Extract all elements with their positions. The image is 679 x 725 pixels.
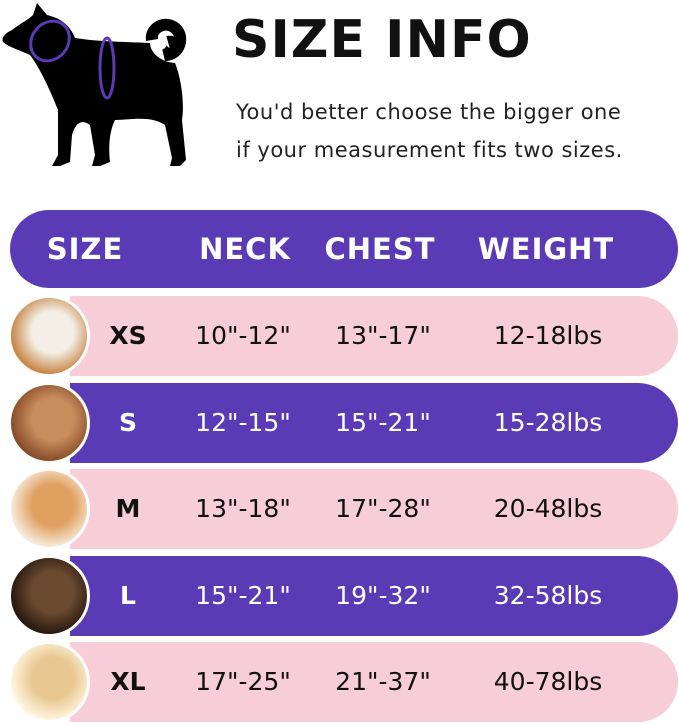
labrador-photo xyxy=(8,641,90,723)
header-weight: WEIGHT xyxy=(477,232,615,266)
dog-measurement-icon xyxy=(2,3,187,166)
chest-cell: 17"-28" xyxy=(335,494,431,523)
pomeranian-photo xyxy=(8,295,90,377)
row-background: L 15"-21" 19"-32" 32-58lbs xyxy=(70,556,678,636)
neck-cell: 13"-18" xyxy=(195,494,291,523)
shiba-photo xyxy=(8,468,90,550)
header-chest: CHEST xyxy=(324,232,436,266)
poodle-photo xyxy=(8,382,90,464)
size-cell: XL xyxy=(110,667,146,696)
neck-cell: 17"-25" xyxy=(195,667,291,696)
subtitle-line-2: if your measurement fits two sizes. xyxy=(236,138,623,162)
chest-cell: 13"-17" xyxy=(335,321,431,350)
size-cell: S xyxy=(118,408,138,437)
row-background: XS 10"-12" 13"-17" 12-18lbs xyxy=(70,296,678,376)
page-title: SIZE INFO xyxy=(232,10,532,70)
chest-cell: 19"-32" xyxy=(335,581,431,610)
weight-cell: 12-18lbs xyxy=(493,321,603,350)
french-bulldog-photo xyxy=(8,555,90,637)
size-cell: L xyxy=(120,581,136,610)
neck-cell: 10"-12" xyxy=(195,321,291,350)
size-cell: M xyxy=(115,494,141,523)
row-background: XL 17"-25" 21"-37" 40-78lbs xyxy=(70,642,678,722)
chest-cell: 21"-37" xyxy=(335,667,431,696)
weight-cell: 32-58lbs xyxy=(493,581,603,610)
table-row: S 12"-15" 15"-21" 15-28lbs xyxy=(0,382,679,464)
table-row: M 13"-18" 17"-28" 20-48lbs xyxy=(0,468,679,550)
table-row: L 15"-21" 19"-32" 32-58lbs xyxy=(0,555,679,637)
weight-cell: 15-28lbs xyxy=(493,408,603,437)
neck-cell: 12"-15" xyxy=(195,408,291,437)
header-neck: NECK xyxy=(199,232,291,266)
header-size: SIZE xyxy=(46,232,124,266)
neck-cell: 15"-21" xyxy=(195,581,291,610)
weight-cell: 20-48lbs xyxy=(493,494,603,523)
row-background: S 12"-15" 15"-21" 15-28lbs xyxy=(70,383,678,463)
chest-cell: 15"-21" xyxy=(335,408,431,437)
weight-cell: 40-78lbs xyxy=(493,667,603,696)
table-row: XS 10"-12" 13"-17" 12-18lbs xyxy=(0,295,679,377)
subtitle-line-1: You'd better choose the bigger one xyxy=(236,100,622,124)
size-cell: XS xyxy=(109,321,147,350)
table-row: XL 17"-25" 21"-37" 40-78lbs xyxy=(0,641,679,723)
table-header: SIZE NECK CHEST WEIGHT xyxy=(10,210,678,288)
row-background: M 13"-18" 17"-28" 20-48lbs xyxy=(70,469,678,549)
